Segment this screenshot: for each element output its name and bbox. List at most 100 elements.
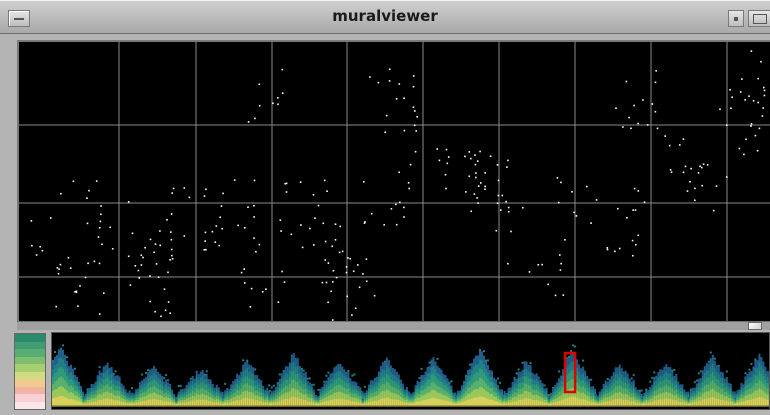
density-cell (175, 396, 178, 399)
scatter-point (684, 165, 687, 168)
detail-scatter-view[interactable] (17, 40, 770, 321)
density-cell (584, 387, 587, 394)
density-cell (529, 362, 532, 364)
scatter-point (501, 194, 504, 197)
density-cell (68, 392, 70, 400)
scroll-thumb[interactable] (748, 322, 762, 330)
scatter-point (327, 262, 330, 264)
density-cell (282, 376, 285, 383)
scatter-point (507, 206, 510, 209)
window-menu-icon[interactable] (8, 10, 30, 27)
density-cell (725, 370, 728, 373)
density-cell (754, 382, 757, 391)
density-cell (191, 390, 194, 396)
density-cell (703, 379, 706, 387)
density-cell (169, 383, 172, 388)
density-cell (335, 365, 338, 373)
title-bar[interactable]: muralviewer (0, 0, 770, 34)
density-cell (213, 387, 216, 391)
density-cell (369, 388, 372, 394)
density-cell (177, 400, 180, 404)
density-cell (574, 345, 577, 348)
density-cell (711, 388, 714, 398)
scatter-point (55, 305, 57, 308)
density-cell (135, 394, 138, 398)
density-cell (357, 401, 360, 406)
density-cell (582, 366, 585, 374)
density-cell (250, 398, 253, 406)
density-cell (576, 359, 579, 368)
density-cell (62, 359, 64, 369)
maximize-icon[interactable] (748, 10, 770, 27)
density-cell (189, 388, 192, 394)
density-cell (632, 374, 635, 377)
density-cell (272, 393, 275, 396)
density-cell (550, 398, 553, 402)
density-cell (187, 401, 190, 406)
density-cell (519, 371, 522, 378)
density-cell (570, 361, 573, 371)
density-cell (173, 393, 176, 397)
scatter-point (686, 190, 689, 192)
density-cell (673, 390, 676, 396)
density-cell (721, 399, 724, 406)
density-cell (361, 391, 364, 394)
density-cell (586, 390, 589, 396)
density-cell (302, 372, 305, 379)
density-cell (86, 394, 89, 398)
scatter-point (250, 287, 253, 290)
density-cell (84, 403, 87, 406)
density-cell (689, 390, 692, 394)
density-cell (240, 399, 243, 406)
scatter-point (385, 114, 388, 117)
density-cell (185, 395, 188, 399)
density-cell (179, 394, 182, 398)
density-cell (440, 399, 443, 406)
density-cell (124, 402, 127, 406)
density-cell (647, 392, 650, 396)
density-cell (523, 375, 526, 384)
density-cell (82, 403, 85, 406)
density-cell (262, 385, 265, 390)
density-cell (339, 377, 342, 385)
density-cell (707, 370, 710, 378)
density-cell (477, 363, 479, 373)
density-cell (734, 400, 737, 402)
density-cell (171, 399, 174, 403)
scatter-point (745, 138, 747, 141)
density-cell (66, 368, 68, 376)
density-cell (264, 394, 267, 398)
density-cell (135, 399, 138, 403)
overview-mural[interactable] (51, 332, 770, 410)
density-cell (76, 400, 78, 406)
scatter-point (571, 191, 573, 193)
density-cell (92, 398, 95, 403)
density-cell (222, 399, 225, 401)
density-cell (499, 397, 501, 401)
density-cell (477, 380, 479, 389)
density-cell (355, 389, 358, 395)
density-cell (139, 393, 142, 398)
density-cell (452, 396, 455, 400)
density-cell (608, 383, 611, 389)
density-cell (300, 381, 303, 388)
scatter-point (628, 116, 630, 119)
density-cell (651, 376, 654, 379)
scatter-point (265, 288, 267, 290)
density-cell (254, 400, 257, 406)
density-cell (659, 369, 662, 376)
viewport-marker[interactable] (563, 351, 577, 394)
density-cell (389, 398, 392, 406)
density-cell (345, 394, 348, 400)
density-cell (473, 389, 475, 398)
density-cell (341, 398, 344, 406)
scatter-point (272, 102, 274, 105)
density-cell (207, 400, 210, 406)
density-cell (469, 374, 471, 382)
minimize-icon[interactable] (728, 10, 744, 27)
density-cell (679, 391, 682, 396)
density-cell (183, 402, 186, 406)
horizontal-scrollbar[interactable] (17, 321, 770, 330)
density-cell (410, 403, 413, 406)
density-cell (661, 381, 664, 388)
